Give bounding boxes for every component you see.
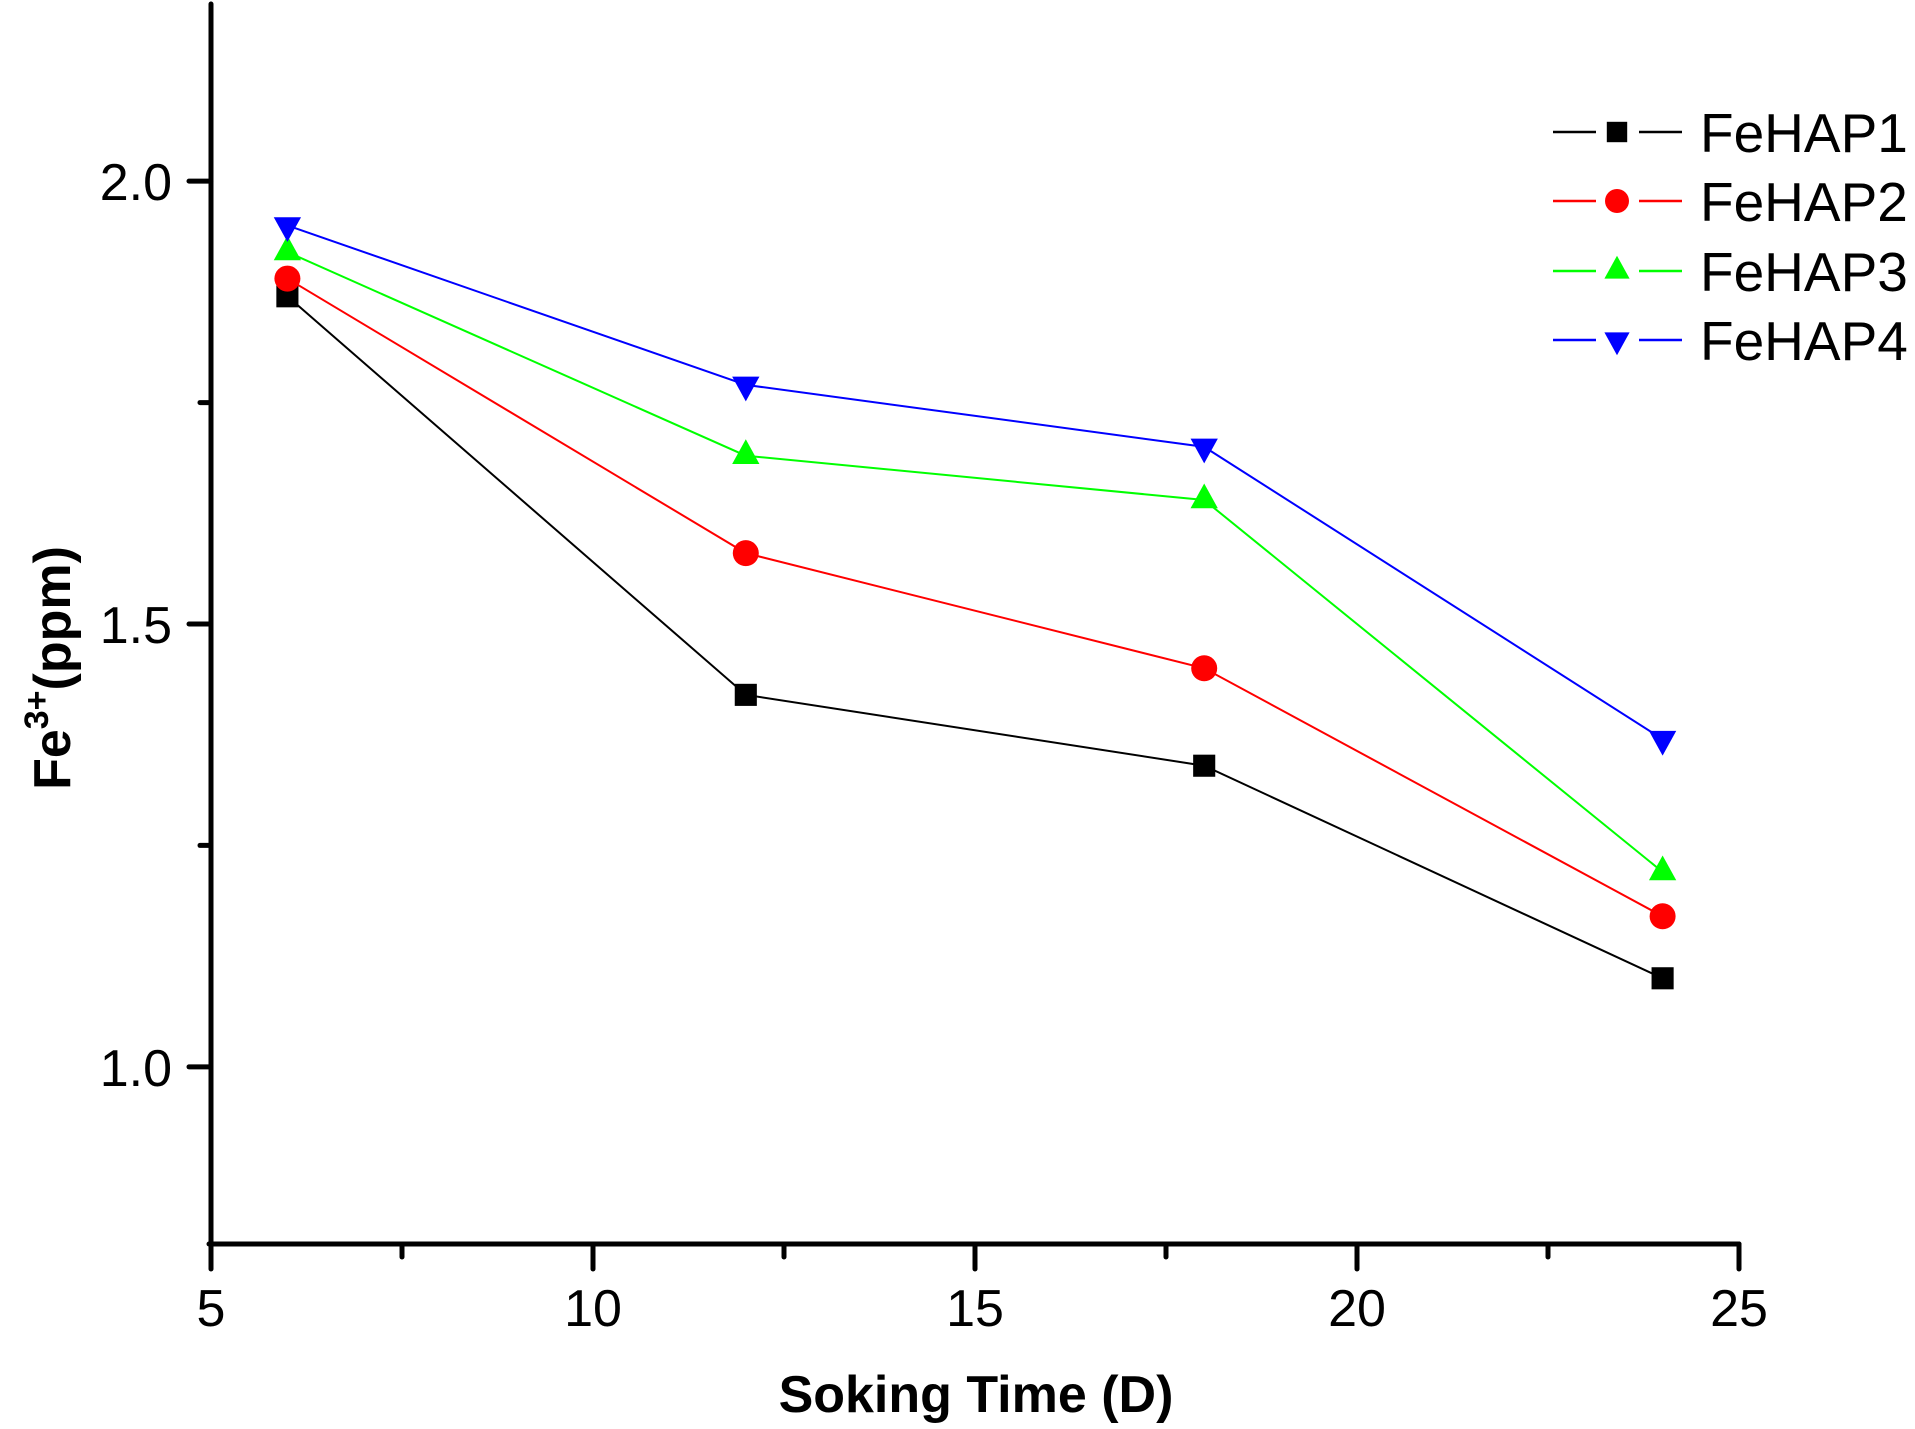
legend-label: FeHAP4	[1700, 310, 1908, 372]
series-line	[286, 295, 1664, 980]
y-axis-title-base: Fe	[24, 729, 82, 790]
data-point-triangle-down	[1190, 438, 1218, 464]
data-point-triangle-up	[1648, 855, 1677, 881]
y-axis-title-suffix: (ppm)	[24, 546, 82, 690]
x-axis-title: Soking Time (D)	[779, 1366, 1174, 1424]
x-tick-label: 5	[197, 1280, 226, 1338]
x-tick-label: 20	[1328, 1280, 1386, 1338]
legend: FeHAP1 FeHAP2 FeHAP3 FeHAP4	[1553, 102, 1908, 372]
data-point-circle	[274, 265, 301, 292]
legend-item: FeHAP1	[1553, 102, 1908, 164]
data-point-circle	[1191, 655, 1218, 682]
legend-label: FeHAP2	[1700, 171, 1908, 233]
series-line	[286, 277, 1664, 918]
data-point-square	[1193, 754, 1216, 777]
y-tick-label: 1.0	[100, 1040, 172, 1098]
data-point-square	[734, 683, 757, 706]
y-axis-title-superscript: 3+	[18, 690, 56, 729]
data-point-triangle-down	[273, 217, 302, 242]
data-point-triangle-down	[1648, 730, 1677, 756]
series-line	[287, 224, 1664, 740]
data-point-triangle-up	[732, 439, 760, 464]
x-tick-label: 15	[946, 1280, 1004, 1338]
data-point-triangle-up	[273, 235, 302, 261]
axes: 5 10 15 20 25 1.0 1.5 2.0	[100, 1, 1768, 1338]
legend-item: FeHAP3	[1553, 241, 1908, 303]
legend-item: FeHAP4	[1553, 310, 1908, 372]
x-tick-label: 10	[564, 1280, 622, 1338]
series-line	[286, 251, 1664, 873]
y-tick-label: 1.5	[100, 597, 172, 655]
y-tick-label: 2.0	[100, 154, 172, 212]
data-point-triangle-up	[1190, 483, 1218, 509]
data-point-square	[1651, 967, 1674, 990]
legend-marker-triangle-up	[1604, 255, 1630, 279]
series-fehap3	[273, 235, 1677, 881]
x-tick-label: 25	[1710, 1280, 1768, 1338]
legend-label: FeHAP3	[1700, 241, 1908, 303]
series-fehap1	[276, 285, 1674, 990]
data-point-square	[276, 285, 299, 308]
legend-marker-triangle-down	[1604, 332, 1630, 356]
legend-label: FeHAP1	[1700, 102, 1908, 164]
legend-item: FeHAP2	[1553, 171, 1908, 233]
legend-marker-square	[1606, 121, 1628, 143]
data-point-circle	[732, 540, 759, 567]
data-point-circle	[1649, 903, 1676, 930]
data-point-triangle-down	[732, 376, 760, 402]
series-layer	[273, 217, 1677, 990]
y-axis-title: Fe3+(ppm)	[18, 546, 82, 790]
legend-marker-circle	[1605, 189, 1629, 213]
series-fehap4	[273, 217, 1677, 756]
series-fehap2	[274, 265, 1676, 930]
